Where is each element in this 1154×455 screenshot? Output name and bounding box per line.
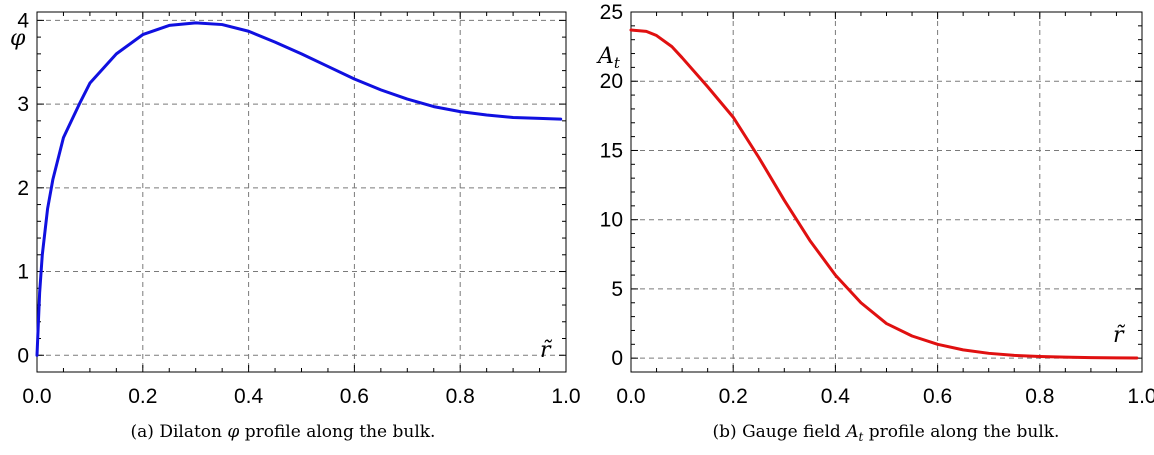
panel-b-xtick-label: 0.4 xyxy=(821,385,851,408)
panel-b-series-line-0 xyxy=(629,28,1139,360)
panel-a-caption-suffix: profile along the bulk. xyxy=(239,422,435,442)
panel-a-xtick-label: 0.4 xyxy=(234,385,264,408)
panel-a-ytick-label: 1 xyxy=(17,261,29,284)
panel-b-xtick-label: 0.2 xyxy=(719,385,748,408)
panel-a-ytick-label: 4 xyxy=(17,9,29,32)
panel-a-frame xyxy=(36,11,567,373)
panel-b-frame xyxy=(630,11,1143,373)
panel-a-xtick-label: 0.2 xyxy=(128,385,157,408)
panel-a-caption-prefix: (a) Dilaton xyxy=(131,422,228,442)
panel-a-xtick-label: 0.6 xyxy=(340,385,369,408)
panel-b-xtick-label: 0.0 xyxy=(616,385,645,408)
panel-b-caption-symbol: A xyxy=(844,422,858,442)
panel-b-ytick-label: 5 xyxy=(611,278,623,301)
panel-a-xtick-label: 0.0 xyxy=(22,385,51,408)
panel-a-ylabel: φ xyxy=(10,26,26,51)
panel-b-xlabel: r̃ xyxy=(1113,323,1126,348)
panel-a-ytick-label: 3 xyxy=(17,93,29,116)
panel-b-ytick-label: 10 xyxy=(600,209,623,232)
panel-b-ytick-label: 20 xyxy=(600,70,623,93)
panel-b-chart: 0.0 0.2 0.4 0.6 0.8 1.0 0 5 10 15 20 25 At r̃ (b) Gaug… xyxy=(596,1,1154,444)
panel-b-ylabel: At xyxy=(596,44,621,72)
panel-a-xlabel: r̃ xyxy=(540,338,553,363)
panel-b-ytick-label: 25 xyxy=(600,1,623,24)
panel-a-ytick-label: 2 xyxy=(17,177,29,200)
panel-b-xtick-label: 0.8 xyxy=(1025,385,1054,408)
panel-a-caption: (a) Dilaton φ profile along the bulk. xyxy=(131,422,436,442)
panel-b-caption-suffix: profile along the bulk. xyxy=(863,422,1059,442)
panel-a-xtick-label: 1.0 xyxy=(551,385,580,408)
panel-b-caption: (b) Gauge field At profile along the bul… xyxy=(713,422,1060,444)
panel-a-caption-symbol: φ xyxy=(227,422,239,442)
panel-a-ylabel-symbol: φ xyxy=(10,26,26,51)
panel-a-xtick-label: 0.8 xyxy=(446,385,475,408)
panel-b-ytick-label: 15 xyxy=(600,139,623,162)
panel-b-ylabel-sub: t xyxy=(614,54,621,72)
panel-a-series-line-0 xyxy=(35,21,563,357)
panel-a-ytick-label: 0 xyxy=(17,344,29,367)
panel-b-caption-prefix: (b) Gauge field xyxy=(713,422,847,442)
panel-b-caption-sub: t xyxy=(858,430,863,444)
panel-b-xtick-label: 0.6 xyxy=(923,385,952,408)
panel-b-ytick-label: 0 xyxy=(611,347,623,370)
panel-b-xtick-label: 1.0 xyxy=(1127,385,1154,408)
panel-b-ylabel-symbol: A xyxy=(596,44,614,69)
